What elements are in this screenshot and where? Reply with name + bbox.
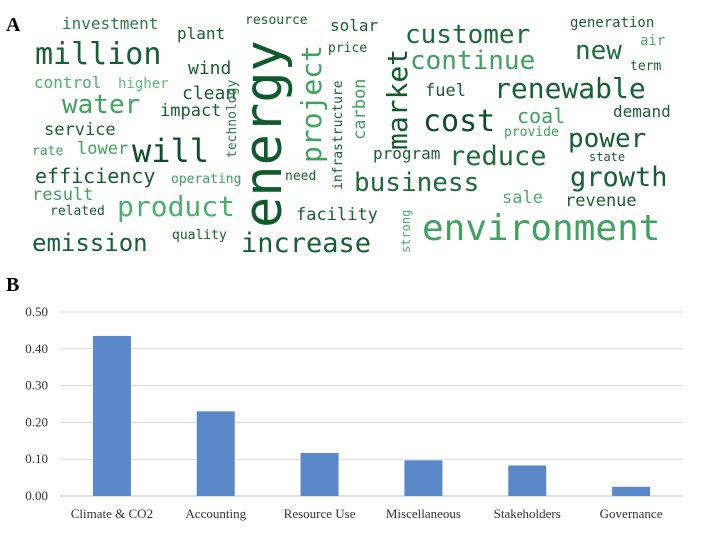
bar-chart: 0.00 0.10 0.20 0.30 0.40 0.50 Climate & CO2 Acc…	[25, 304, 683, 521]
word-product: product	[117, 190, 236, 223]
word-rate: rate	[32, 144, 64, 159]
word-result: result	[32, 185, 94, 205]
panel-a-label: A	[6, 14, 21, 36]
x-category-label: Stakeholders	[494, 506, 561, 521]
word-term: term	[630, 59, 662, 74]
x-category-label: Climate & CO2	[71, 506, 153, 521]
word-control: control	[34, 73, 102, 92]
word-carbon: carbon	[350, 78, 370, 140]
word-customer: customer	[405, 20, 531, 50]
word-related: related	[50, 204, 105, 219]
word-coal: coal	[517, 104, 566, 128]
word-air: air	[640, 33, 666, 49]
word-solar: solar	[330, 16, 379, 35]
y-tick-label: 0.30	[25, 378, 48, 393]
word-wind: wind	[188, 58, 232, 79]
word-business: business	[354, 168, 480, 198]
word-energy: energy	[234, 40, 294, 228]
word-water: water	[62, 90, 141, 120]
word-price: price	[328, 41, 368, 56]
word-cloud: investment plant resource solar customer gene…	[0, 0, 715, 265]
word-efficiency: efficiency	[35, 164, 156, 188]
word-increase: increase	[241, 228, 372, 259]
word-clean: clean	[182, 83, 237, 104]
y-tick-label: 0.20	[25, 414, 48, 429]
word-investment: investment	[62, 14, 159, 33]
word-higher: higher	[118, 76, 169, 92]
y-tick-label: 0.50	[25, 304, 48, 319]
bar-miscellaneous	[404, 460, 443, 496]
word-project: project	[295, 44, 328, 163]
word-renewable: renewable	[494, 72, 646, 105]
bar-governance	[612, 486, 651, 496]
word-million: million	[35, 37, 162, 72]
bar-stakeholders	[508, 465, 547, 496]
x-category-label: Governance	[600, 506, 663, 521]
word-operating: operating	[171, 172, 242, 187]
word-demand: demand	[613, 102, 671, 121]
word-growth: growth	[570, 162, 668, 193]
word-lower: lower	[77, 139, 129, 159]
x-category-label: Resource Use	[284, 506, 356, 521]
word-emission: emission	[32, 229, 148, 257]
word-provide: provide	[504, 125, 559, 140]
word-resource: resource	[245, 13, 308, 28]
word-generation: generation	[570, 15, 655, 31]
panel-b-label: B	[6, 274, 20, 296]
word-quality: quality	[172, 228, 227, 243]
x-category-label: Accounting	[185, 506, 246, 521]
y-tick-label: 0.40	[25, 341, 48, 356]
word-reduce: reduce	[449, 141, 547, 172]
bar-resource-use	[300, 452, 339, 496]
word-state: state	[589, 150, 626, 164]
bar-accounting	[196, 411, 235, 496]
word-continue: continue	[410, 46, 536, 76]
word-plant: plant	[177, 24, 226, 43]
word-sale: sale	[502, 188, 543, 208]
word-power: power	[568, 124, 647, 154]
word-technology: technology	[225, 79, 240, 158]
bar-climate-co2	[92, 335, 131, 496]
y-tick-label: 0.10	[25, 451, 48, 466]
word-fuel: fuel	[425, 81, 466, 101]
word-facility: facility	[296, 205, 378, 225]
x-category-label: Miscellaneous	[386, 506, 461, 521]
word-will: will	[132, 132, 210, 170]
word-strong: strong	[399, 209, 413, 253]
word-market: market	[381, 48, 414, 150]
word-revenue: revenue	[565, 191, 637, 211]
word-new: new	[575, 36, 622, 66]
word-infrastructure: infrastructure	[331, 80, 346, 190]
word-need: need	[285, 169, 317, 184]
word-program: program	[373, 144, 441, 163]
word-cost: cost	[423, 104, 496, 139]
word-service: service	[44, 120, 116, 140]
word-environment: environment	[422, 208, 661, 249]
y-tick-label: 0.00	[25, 488, 48, 503]
word-impact: impact	[160, 101, 222, 121]
